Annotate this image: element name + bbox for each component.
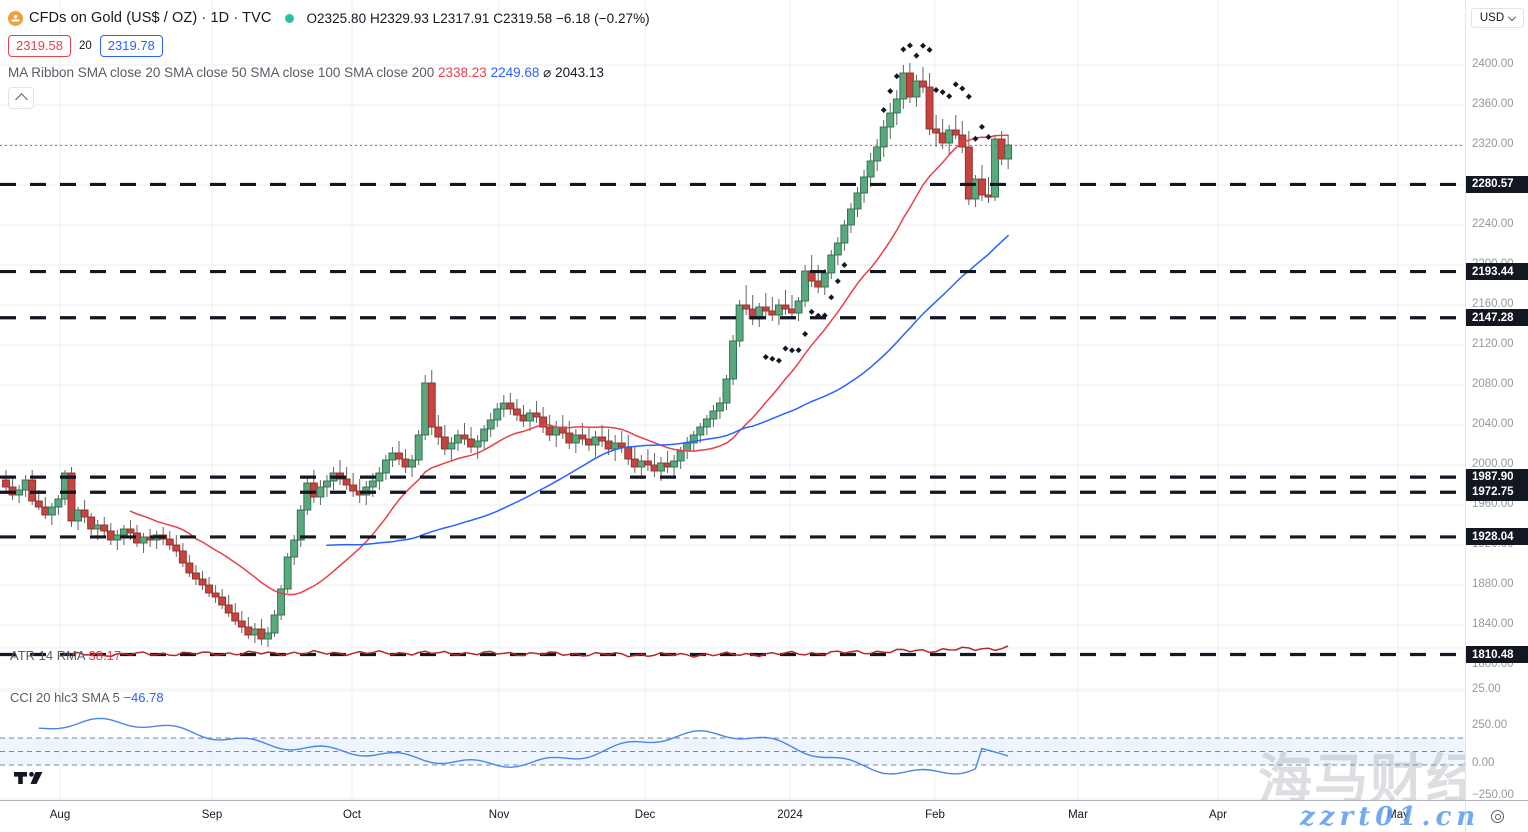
price-tick: 250.00 <box>1472 719 1508 731</box>
time-tick: Dec <box>634 809 656 821</box>
price-tick: 1880.00 <box>1472 578 1514 590</box>
price-tick: −250.00 <box>1472 789 1514 801</box>
price-level-label[interactable]: 2147.28 <box>1466 309 1528 327</box>
time-tick: Apr <box>1209 809 1227 821</box>
price-tick: 1840.00 <box>1472 618 1514 630</box>
time-tick: Aug <box>49 809 71 821</box>
price-tick: 2360.00 <box>1472 98 1514 110</box>
time-tick: Oct <box>343 809 361 821</box>
price-level-label[interactable]: 1928.04 <box>1466 528 1528 546</box>
price-level-label[interactable]: 1810.48 <box>1466 646 1528 664</box>
chart-settings-corner[interactable] <box>1465 800 1528 832</box>
price-level-label[interactable]: 1972.75 <box>1466 483 1528 501</box>
time-tick: Mar <box>1068 809 1088 821</box>
price-tick: 2120.00 <box>1472 338 1514 350</box>
price-tick: 2240.00 <box>1472 218 1514 230</box>
currency-selector[interactable]: USD <box>1471 8 1524 28</box>
price-level-label[interactable]: 1987.90 <box>1466 468 1528 486</box>
chart-svg <box>0 0 1465 800</box>
currency-label: USD <box>1479 12 1505 24</box>
chevron-up-icon <box>14 93 28 106</box>
gear-icon[interactable] <box>1490 810 1504 823</box>
price-level-label[interactable]: 2280.57 <box>1466 175 1528 193</box>
price-tick: 1960.00 <box>1472 498 1514 510</box>
price-tick: 2320.00 <box>1472 138 1514 150</box>
price-tick: 2000.00 <box>1472 458 1514 470</box>
price-tick: 0.00 <box>1472 757 1495 769</box>
price-axis[interactable]: USD 2400.002360.002320.002240.002200.002… <box>1465 0 1528 832</box>
price-tick: 25.00 <box>1472 683 1501 695</box>
time-tick: Sep <box>201 809 223 821</box>
time-tick: May <box>1387 809 1409 821</box>
time-tick: 2024 <box>777 809 803 821</box>
chevron-down-icon <box>1507 12 1517 21</box>
time-tick: Feb <box>925 809 945 821</box>
chart-plot-area[interactable] <box>0 0 1465 800</box>
price-tick: 2400.00 <box>1472 58 1514 70</box>
price-tick: 2080.00 <box>1472 378 1514 390</box>
time-axis[interactable]: Aug Sep Oct Nov Dec 2024 Feb Mar Apr May <box>0 800 1465 832</box>
price-level-label[interactable]: 2193.44 <box>1466 263 1528 281</box>
collapse-legend-button[interactable] <box>8 87 34 109</box>
price-tick: 2040.00 <box>1472 418 1514 430</box>
time-tick: Nov <box>488 809 510 821</box>
price-tick: 2160.00 <box>1472 298 1514 310</box>
tradingview-logo[interactable] <box>14 766 48 793</box>
